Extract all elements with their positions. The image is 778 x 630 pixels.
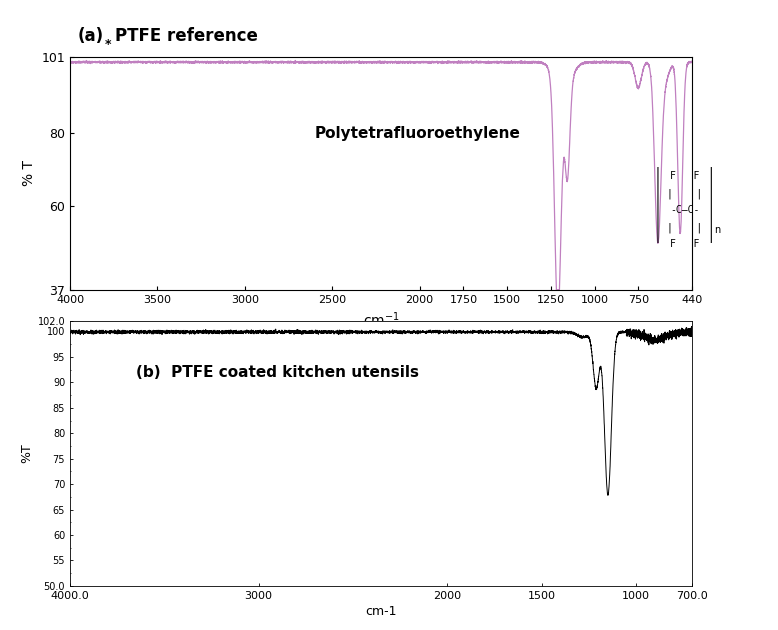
Text: Polytetrafluoroethylene: Polytetrafluoroethylene bbox=[315, 126, 520, 140]
Text: F   F: F F bbox=[670, 171, 699, 181]
Text: (b)  PTFE coated kitchen utensils: (b) PTFE coated kitchen utensils bbox=[136, 365, 419, 381]
Y-axis label: %T: %T bbox=[20, 444, 33, 464]
Text: |    |: | | bbox=[667, 222, 703, 232]
Text: (a): (a) bbox=[78, 27, 104, 45]
Text: n: n bbox=[714, 225, 721, 235]
Text: -C—C-: -C—C- bbox=[670, 205, 699, 215]
Y-axis label: % T: % T bbox=[22, 160, 36, 186]
Text: |    |: | | bbox=[667, 188, 703, 198]
X-axis label: cm-1: cm-1 bbox=[366, 605, 397, 618]
Text: *: * bbox=[105, 38, 111, 51]
Text: PTFE reference: PTFE reference bbox=[115, 27, 258, 45]
Text: F   F: F F bbox=[670, 239, 699, 249]
X-axis label: cm$^{-1}$: cm$^{-1}$ bbox=[363, 310, 400, 329]
